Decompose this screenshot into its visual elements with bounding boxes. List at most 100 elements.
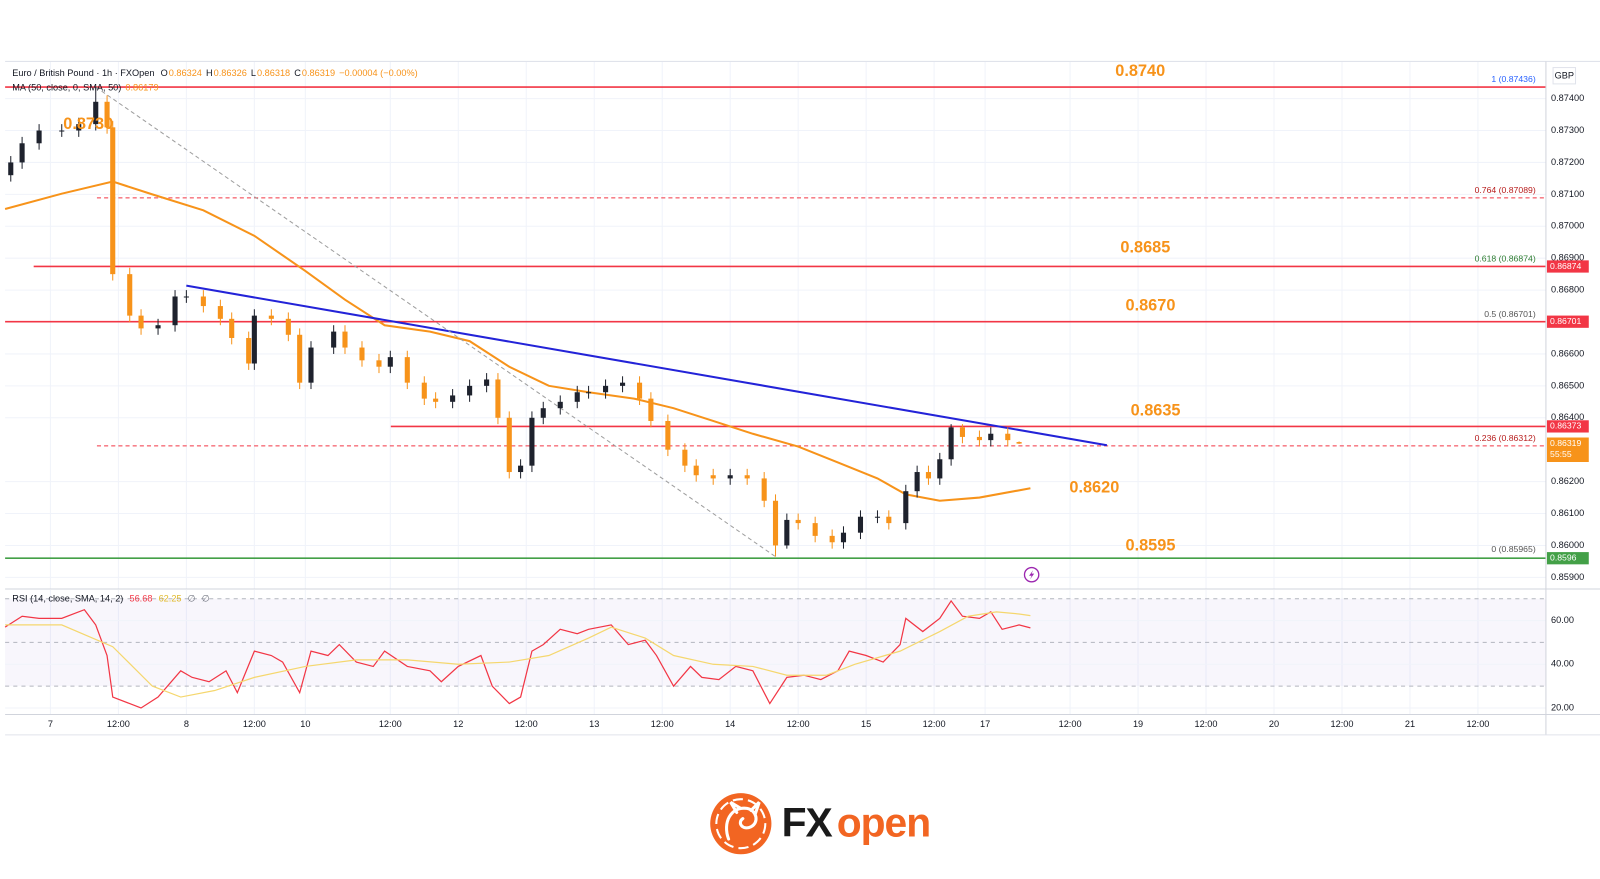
y-tick-label: 0.86500 — [1551, 380, 1584, 390]
candle-body — [217, 306, 223, 319]
y-tick-label: 0.85900 — [1551, 572, 1584, 582]
currency: GBP — [1555, 71, 1574, 81]
rsi-ma-line — [5, 611, 1031, 698]
y-tick-label: 20.00 — [1551, 702, 1574, 712]
candle-body — [874, 516, 881, 518]
x-tick-label: 21 — [1405, 719, 1415, 729]
candle-body — [620, 382, 626, 386]
candle-body — [200, 296, 206, 307]
price-tag-label: 0.86874 — [1550, 261, 1581, 271]
x-tick-label: 10 — [300, 719, 310, 729]
price-tag-label: 0.86701 — [1550, 316, 1581, 326]
candle-body — [857, 516, 864, 533]
price-tag-label: 0.8596 — [1550, 553, 1577, 563]
price-tag — [1546, 260, 1589, 273]
x-tick-label: 12:00 — [379, 719, 402, 729]
candle-body — [682, 449, 688, 466]
x-tick-label: 12:00 — [787, 719, 810, 729]
overlay-layer: 7 12:00 8 12:00 10 12:00 12 12:00 13 12:00 14 12:00… — [12, 62, 1589, 729]
trend-line — [186, 284, 1108, 447]
candle-body — [518, 465, 524, 473]
candle-body — [693, 465, 699, 476]
alert-bolt[interactable] — [1029, 570, 1035, 580]
level-annotation: 0.8740 — [1115, 62, 1165, 80]
x-tick-label: 12:00 — [651, 719, 674, 729]
x-tick-label: 12:00 — [1059, 719, 1082, 729]
y-tick-label: 0.87300 — [1551, 125, 1584, 135]
x-tick-label: 19 — [1133, 719, 1143, 729]
candle-body — [648, 398, 654, 421]
x-tick-label: 15 — [861, 719, 871, 729]
candle-body — [959, 427, 965, 437]
candle-body — [710, 475, 716, 479]
candle-body — [603, 385, 609, 393]
candle-body — [948, 427, 954, 460]
level-annotation: 0.8595 — [1126, 536, 1176, 554]
legend-ohlc-label: L — [251, 68, 256, 78]
candle-body — [76, 124, 82, 131]
x-tick-label: 7 — [48, 719, 53, 729]
candle-body — [637, 382, 643, 399]
y-tick-label: 0.86400 — [1551, 412, 1584, 422]
price-tag — [1546, 315, 1589, 328]
candle-body — [937, 459, 943, 479]
alert-icon[interactable] — [1023, 566, 1040, 583]
price-tag — [1546, 420, 1589, 433]
x-tick-label: 17 — [980, 719, 990, 729]
level-annotation: 0.8620 — [1069, 478, 1119, 496]
fib-label: 0.236 (0.86312) — [1475, 433, 1536, 443]
candle-body — [665, 420, 671, 450]
legend-change: −0.00004 (−0.00%) — [339, 68, 418, 78]
brand-open: open — [837, 800, 930, 846]
candle-body — [19, 143, 25, 163]
y-tick-label: 60.00 — [1551, 615, 1574, 625]
candle-body — [812, 523, 818, 536]
legend-rsi-value: 56.68 — [129, 594, 152, 604]
y-tick-label: 40.00 — [1551, 659, 1574, 669]
y-tick-label: 0.87200 — [1551, 157, 1584, 167]
candle-body — [342, 331, 348, 348]
candle-body — [557, 401, 563, 409]
candle-body — [784, 519, 790, 546]
legend-rsi-extra: ∅ — [188, 594, 196, 604]
mark-layer — [4, 86, 1546, 709]
x-tick-label: 12:00 — [1195, 719, 1218, 729]
y-tick-label: 0.87100 — [1551, 189, 1584, 199]
candle-body — [376, 360, 382, 367]
x-tick-label: 14 — [725, 719, 735, 729]
legend-title: Euro / British Pound · 1h · FXOpen — [12, 68, 154, 78]
legend-ma-name: MA (50, close, 0, SMA, 50) — [12, 82, 121, 92]
candle-body — [540, 408, 546, 418]
candle-body — [285, 318, 291, 335]
candle-body — [331, 331, 337, 348]
candle-body — [976, 436, 982, 441]
candle-body — [183, 296, 189, 298]
candle-body — [251, 315, 257, 364]
candle-body — [404, 357, 410, 383]
candle-body — [761, 478, 767, 501]
legend-ohlc-value: 0.86318 — [257, 68, 290, 78]
candle-body — [268, 315, 274, 319]
moving-average — [4, 180, 1031, 502]
candle-body — [8, 162, 14, 176]
candle-body — [467, 385, 473, 396]
level-annotation: 0.8635 — [1131, 402, 1181, 420]
x-tick-label: 20 — [1269, 719, 1279, 729]
candle-body — [586, 392, 592, 394]
level-annotation: 0.8685 — [1120, 238, 1170, 256]
legend-ohlc-label: O — [161, 68, 168, 78]
currency-box — [1552, 67, 1577, 85]
legend-ohlc-label: H — [206, 68, 213, 78]
fib-label: 0.618 (0.86874) — [1475, 254, 1536, 264]
fib-label: 0.5 (0.86701) — [1484, 309, 1536, 319]
x-tick-label: 12:00 — [515, 719, 538, 729]
candle-body — [506, 417, 512, 473]
y-tick-label: 0.86000 — [1551, 540, 1584, 550]
candle-body — [359, 347, 365, 361]
candle-body — [484, 379, 490, 386]
x-tick-label: 12:00 — [923, 719, 946, 729]
fib-label: 1 (0.87436) — [1491, 74, 1535, 84]
